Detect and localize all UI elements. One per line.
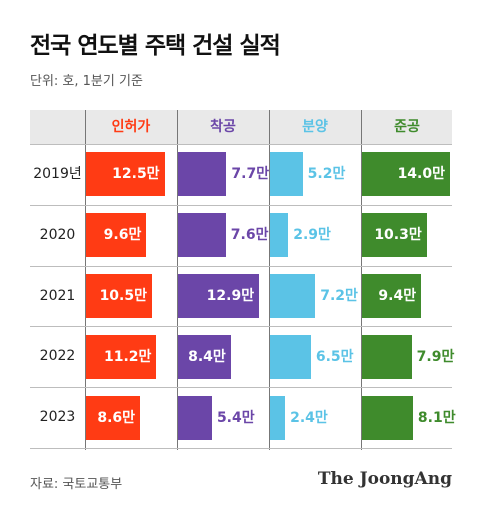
value-label: 8.1만	[417, 409, 456, 426]
row-divider	[30, 448, 452, 449]
year-label: 2020	[39, 226, 76, 243]
column-header-2: 착공	[210, 119, 236, 135]
bar-준공	[362, 274, 422, 318]
value-label: 11.2만	[103, 348, 152, 365]
column-header-4: 준공	[394, 119, 420, 135]
column-header-3: 분양	[302, 119, 328, 135]
row-divider	[30, 387, 452, 389]
value-label: 12.9만	[206, 288, 255, 304]
header-band	[30, 110, 452, 144]
year-label: 2019년	[33, 166, 82, 182]
value-label: 2.4만	[290, 409, 328, 426]
row-divider	[30, 204, 452, 206]
value-label: 5.4만	[216, 409, 255, 426]
value-label: 10.3만	[374, 227, 422, 244]
bar-인허가	[86, 274, 152, 318]
year-label: 2023	[39, 409, 76, 426]
value-label: 2.9만	[293, 227, 331, 244]
chart-grid: 인허가 착공 분양 준공 2019년 2020 2021 2022 2023 12.5만 9.6만 1…	[30, 110, 456, 450]
value-label: 7.2만	[320, 288, 358, 304]
bar-착공	[178, 334, 231, 379]
bar-준공	[362, 152, 450, 197]
chart-title: 전국 연도별 주택 건설 실적	[30, 33, 281, 59]
value-label: 6.5만	[315, 348, 354, 365]
value-label: 8.4만	[188, 348, 226, 365]
year-label: 2022	[39, 348, 76, 365]
value-label: 7.6만	[230, 227, 269, 244]
bar-분양	[270, 152, 303, 197]
value-label: 7.7만	[231, 166, 270, 183]
column-divider	[269, 110, 270, 450]
value-label: 5.2만	[307, 166, 346, 183]
value-label: 7.9만	[416, 348, 455, 365]
bar-분양	[270, 274, 316, 318]
year-label: 2021	[39, 287, 76, 304]
bar-인허가	[86, 334, 157, 379]
bar-분양	[270, 213, 289, 258]
bar-준공	[362, 395, 413, 440]
bar-착공	[178, 152, 227, 197]
bar-준공	[362, 334, 412, 379]
bar-착공	[178, 395, 212, 440]
value-label: 9.6만	[103, 227, 142, 244]
bar-인허가	[86, 213, 147, 258]
bar-착공	[178, 213, 226, 258]
unit-note: 단위: 호, 1분기 기준	[30, 74, 143, 89]
bar-준공	[362, 213, 427, 258]
value-label: 10.5만	[99, 288, 147, 304]
source-note: 자료: 국토교통부	[30, 477, 123, 492]
column-divider	[361, 110, 362, 450]
row-divider	[30, 326, 452, 328]
value-label: 14.0만	[397, 166, 445, 183]
value-label: 12.5만	[112, 166, 160, 183]
value-label: 9.4만	[378, 288, 417, 304]
column-header-1: 인허가	[111, 119, 151, 135]
bar-인허가	[86, 152, 165, 197]
column-divider	[85, 110, 86, 450]
bar-분양	[270, 395, 286, 440]
column-divider	[177, 110, 178, 450]
bar-인허가	[86, 395, 141, 440]
row-divider	[30, 265, 452, 267]
value-label: 8.6만	[97, 409, 136, 426]
bar-분양	[270, 334, 311, 379]
row-divider	[30, 144, 452, 145]
bar-착공	[178, 274, 260, 318]
brand-logo: The JoongAng	[317, 469, 452, 489]
